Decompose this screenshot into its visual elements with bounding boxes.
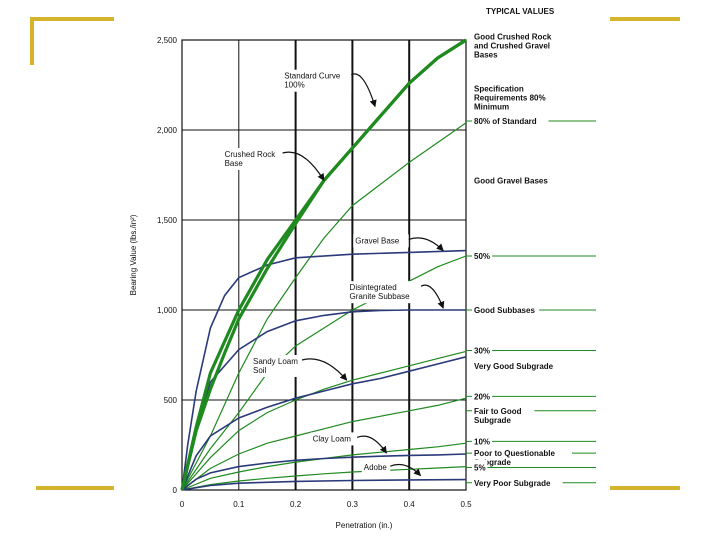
y-tick-label: 1,500 — [157, 216, 178, 225]
series-line — [181, 309, 466, 491]
series-line — [180, 38, 467, 491]
typical-value-label: Good Subbases — [474, 306, 535, 315]
typical-value-label: Very Poor Subgrade — [474, 479, 551, 488]
typical-value-background — [472, 248, 493, 259]
typical-value-label: 10% — [474, 437, 490, 446]
typical-value-background — [472, 459, 488, 471]
series-line — [181, 478, 467, 491]
curve-annotation: Disintegrated Granite Subbase — [350, 283, 411, 301]
curve-annotation: Gravel Base — [355, 236, 400, 245]
typical-value-background — [472, 342, 493, 354]
curve-annotation: Adobe — [364, 463, 388, 472]
annotation-arrow — [350, 73, 377, 108]
blue-series-lines — [181, 249, 467, 491]
y-tick-label: 0 — [173, 486, 178, 495]
annotation-background — [282, 69, 352, 92]
annotation-arrow — [420, 284, 445, 309]
x-tick-label: 0.2 — [290, 500, 302, 509]
accent-bar-top-right — [610, 17, 680, 21]
typical-value-label: 30% — [474, 347, 490, 356]
curve-annotation: Crushed Rock Base — [225, 150, 277, 168]
annotation-background — [353, 234, 409, 248]
accent-bar-bottom-right — [610, 486, 680, 490]
x-tick-label: 0.1 — [233, 500, 245, 509]
typical-value-label: 80% of Standard — [474, 117, 537, 126]
typical-value-background — [472, 402, 535, 423]
series-line — [181, 350, 467, 491]
annotation-arrow — [282, 151, 325, 182]
curve-annotations: Standard Curve 100% Crushed Rock Base Gravel… — [222, 69, 445, 477]
y-tick-label: 1,000 — [157, 306, 178, 315]
annotation-background — [310, 432, 358, 446]
typical-value-label: Specification Requirements 80% Minimum — [474, 85, 546, 112]
curve-annotation: Clay Loam — [313, 434, 352, 443]
y-tick-label: 2,000 — [157, 126, 178, 135]
typical-value-label: Poor to Questionable Subgrade — [474, 449, 555, 467]
series-line — [181, 356, 467, 491]
annotation-background — [222, 148, 283, 170]
typical-value-label: 50% — [474, 252, 490, 261]
x-tick-label: 0.3 — [347, 500, 359, 509]
typical-value-label: Good Gravel Bases — [474, 176, 548, 185]
typical-value-label: Very Good Subgrade — [474, 362, 554, 371]
series-line — [181, 397, 467, 491]
typical-value-background — [472, 28, 563, 58]
typical-value-label: 20% — [474, 392, 490, 401]
annotation-background — [347, 281, 422, 304]
corner-bracket-top-horizontal — [30, 17, 114, 21]
chart-axes: 0 0.1 0.2 0.3 0.4 0.5 0 500 1,000 1,500 2,000 2,500… — [129, 36, 472, 530]
corner-bracket-top-vertical — [30, 17, 34, 65]
typical-value-label: Good Crushed Rock and Crushed Gravel Bases — [474, 32, 552, 59]
standard-series-lines — [180, 38, 467, 491]
x-tick-label: 0 — [180, 500, 185, 509]
typical-value-background — [472, 445, 572, 466]
typical-values-header: TYPICAL VALUES — [486, 7, 555, 16]
typical-value-background — [472, 474, 563, 486]
annotation-arrow — [390, 463, 422, 477]
typical-value-background — [472, 388, 493, 400]
series-line — [181, 122, 467, 491]
typical-value-background — [472, 80, 554, 110]
x-tick-label: 0.5 — [460, 500, 472, 509]
accent-bar-bottom-left — [36, 486, 114, 490]
series-line — [180, 38, 467, 491]
annotation-arrow — [408, 237, 444, 252]
curve-annotation: Standard Curve 100% — [284, 72, 341, 90]
y-tick-label: 500 — [164, 396, 178, 405]
typical-value-background — [472, 302, 540, 313]
typical-value-background — [472, 357, 563, 369]
curve-annotation: Sandy Loam Soil — [253, 357, 298, 375]
typical-value-label: Fair to Good Subgrade — [474, 407, 522, 425]
y-axis-label: Bearing Value (lbs./in²) — [129, 214, 138, 295]
typical-value-background — [472, 433, 493, 445]
series-line — [181, 453, 467, 491]
plot-frame — [181, 39, 467, 491]
annotation-background — [361, 461, 391, 475]
typical-value-background — [472, 113, 549, 124]
typical-value-background — [472, 172, 558, 184]
annotation-background — [251, 355, 302, 377]
annotation-arrow — [356, 435, 387, 454]
typical-values-column: TYPICAL VALUES Good Crushed Rock and Crush… — [466, 7, 596, 488]
annotation-arrow — [301, 358, 348, 381]
typical-value-label: 5% — [474, 464, 486, 473]
y-tick-label: 2,500 — [157, 36, 178, 45]
x-tick-label: 0.4 — [404, 500, 416, 509]
x-axis-label: Penetration (in.) — [336, 521, 393, 530]
series-line — [181, 249, 467, 491]
